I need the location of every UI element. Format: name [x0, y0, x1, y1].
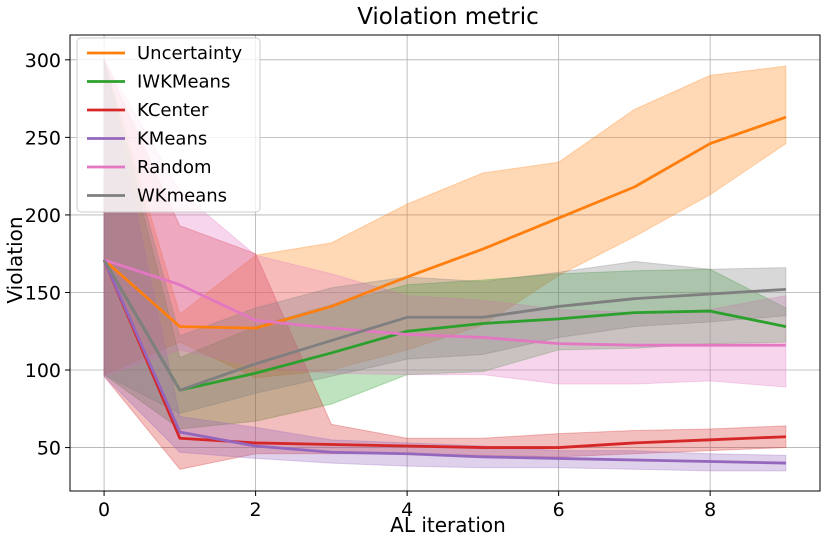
- chart-title: Violation metric: [357, 4, 539, 30]
- band-iwkmeans: [103, 59, 787, 430]
- band-uncertainty: [103, 59, 787, 379]
- x-tick-label: 4: [401, 499, 413, 521]
- y-axis-title: Violation: [3, 216, 27, 303]
- y-tick-label: 200: [25, 205, 61, 227]
- y-tick-label: 150: [25, 282, 61, 304]
- band-kmeans: [103, 59, 787, 472]
- line-uncertainty: [103, 115, 787, 330]
- legend-label-kcenter: KCenter: [137, 100, 209, 121]
- x-tick-label: 8: [704, 499, 716, 521]
- line-kmeans: [102, 259, 786, 465]
- band-random: [103, 57, 787, 388]
- legend-label-iwkmeans: IWKMeans: [137, 72, 230, 93]
- x-tick-label: 0: [98, 499, 110, 521]
- x-tick-label: 6: [553, 499, 565, 521]
- series-lines: [102, 115, 787, 465]
- legend-label-wkmeans: WKmeans: [137, 186, 227, 207]
- plot-frame: [69, 34, 821, 492]
- line-kcenter: [102, 259, 786, 449]
- line-random: [103, 258, 786, 347]
- y-tick-label: 50: [37, 438, 61, 460]
- band-wkmeans: [103, 59, 787, 414]
- legend-label-random: Random: [137, 157, 212, 178]
- line-iwkmeans: [102, 259, 787, 392]
- x-tick-label: 2: [250, 499, 262, 521]
- y-tick-label: 300: [25, 50, 61, 72]
- y-tick-label: 250: [25, 127, 61, 149]
- legend-label-uncertainty: Uncertainty: [137, 43, 243, 64]
- legend-label-kmeans: KMeans: [137, 129, 207, 150]
- axis-ticks: 0 2 4 6 8 50 100 150 200 250 300: [25, 50, 716, 521]
- line-wkmeans: [102, 259, 786, 392]
- y-tick-label: 100: [25, 360, 61, 382]
- legend: Uncertainty IWKMeans KCenter KMeans Random WK…: [76, 37, 261, 213]
- x-axis-title: AL iteration: [390, 513, 506, 537]
